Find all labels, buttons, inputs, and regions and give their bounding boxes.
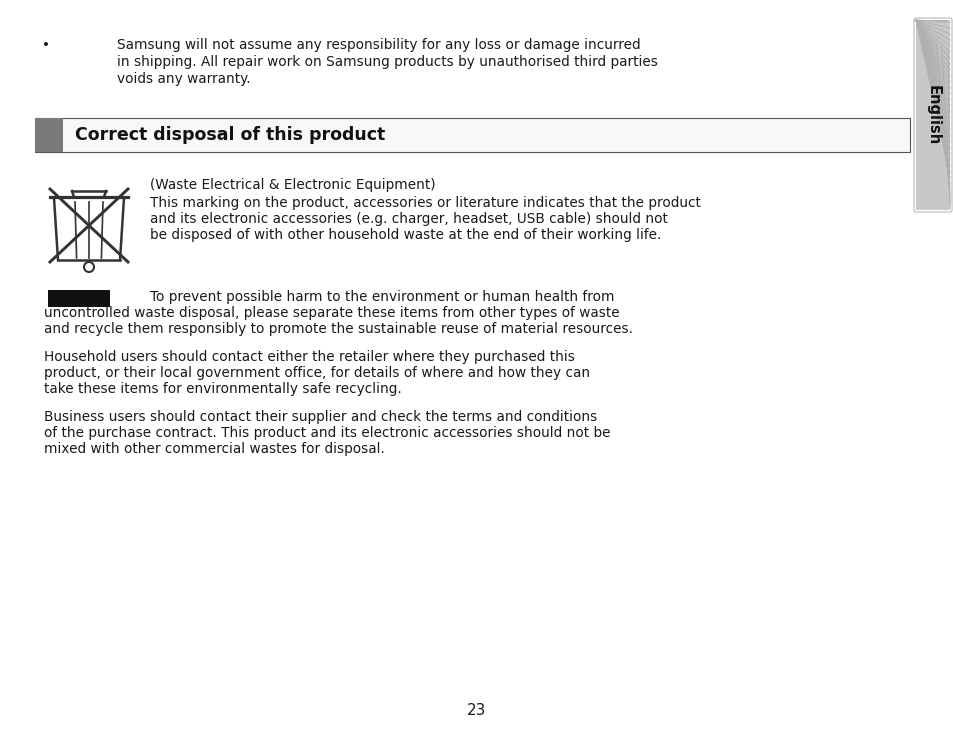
Text: English: English bbox=[924, 85, 940, 145]
Text: Samsung will not assume any responsibility for any loss or damage incurred: Samsung will not assume any responsibili… bbox=[117, 38, 640, 52]
Text: •: • bbox=[42, 38, 50, 52]
Text: (Waste Electrical & Electronic Equipment): (Waste Electrical & Electronic Equipment… bbox=[150, 178, 436, 192]
Text: voids any warranty.: voids any warranty. bbox=[117, 72, 251, 86]
Bar bbox=[915, 20, 949, 210]
Text: Correct disposal of this product: Correct disposal of this product bbox=[75, 126, 385, 144]
Bar bbox=[35, 118, 63, 152]
Bar bbox=[35, 118, 909, 152]
Text: take these items for environmentally safe recycling.: take these items for environmentally saf… bbox=[44, 382, 401, 396]
Text: This marking on the product, accessories or literature indicates that the produc: This marking on the product, accessories… bbox=[150, 196, 700, 210]
Text: Business users should contact their supplier and check the terms and conditions: Business users should contact their supp… bbox=[44, 410, 597, 424]
Text: uncontrolled waste disposal, please separate these items from other types of was: uncontrolled waste disposal, please sepa… bbox=[44, 306, 619, 320]
Text: be disposed of with other household waste at the end of their working life.: be disposed of with other household wast… bbox=[150, 228, 660, 242]
Text: in shipping. All repair work on Samsung products by unauthorised third parties: in shipping. All repair work on Samsung … bbox=[117, 55, 658, 69]
Text: of the purchase contract. This product and its electronic accessories should not: of the purchase contract. This product a… bbox=[44, 426, 610, 440]
Bar bbox=[48, 290, 110, 307]
Text: 23: 23 bbox=[467, 703, 486, 718]
Text: mixed with other commercial wastes for disposal.: mixed with other commercial wastes for d… bbox=[44, 442, 384, 456]
Text: and its electronic accessories (e.g. charger, headset, USB cable) should not: and its electronic accessories (e.g. cha… bbox=[150, 212, 667, 226]
Text: To prevent possible harm to the environment or human health from: To prevent possible harm to the environm… bbox=[150, 290, 614, 304]
Text: product, or their local government office, for details of where and how they can: product, or their local government offic… bbox=[44, 366, 590, 380]
Text: Household users should contact either the retailer where they purchased this: Household users should contact either th… bbox=[44, 350, 575, 364]
Text: and recycle them responsibly to promote the sustainable reuse of material resour: and recycle them responsibly to promote … bbox=[44, 322, 633, 336]
